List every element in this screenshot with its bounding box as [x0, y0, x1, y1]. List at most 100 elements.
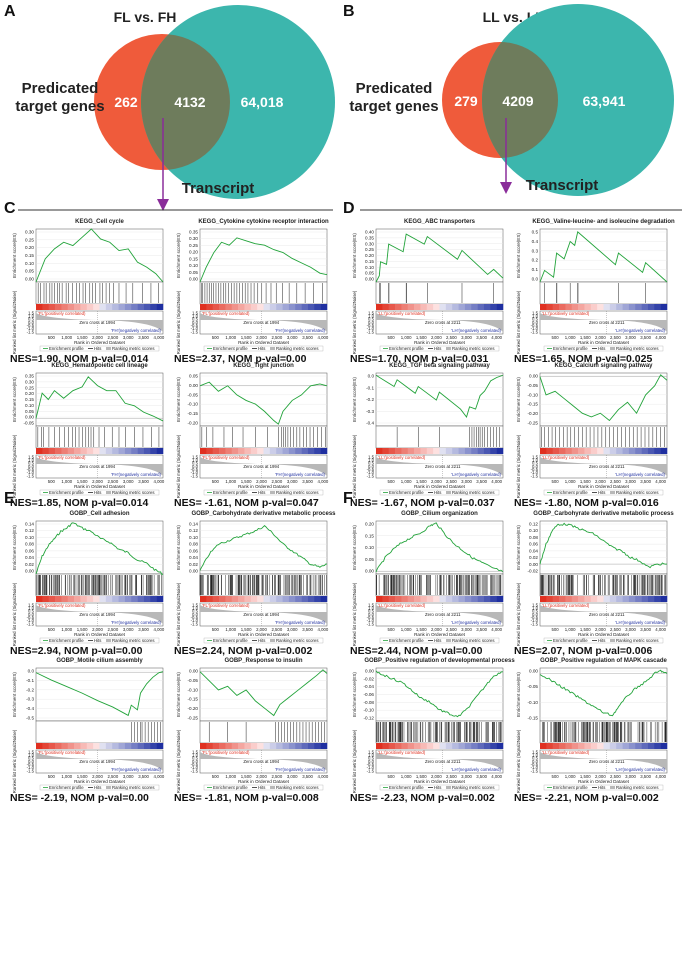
ranked-list-bar-segment — [565, 448, 573, 454]
ranked-list-bar-segment — [603, 448, 611, 454]
legend-item: Hits — [258, 638, 265, 643]
x-tick-label: 500 — [212, 627, 220, 632]
ranked-list-bar-segment — [401, 304, 409, 310]
enrichment-profile-line — [35, 671, 164, 717]
x-tick-label: 1,500 — [241, 479, 252, 484]
ranked-list-bar-segment — [80, 304, 88, 310]
ranked-list-bar-segment — [307, 448, 315, 454]
metric-tick-label: 1.5 — [532, 310, 539, 315]
positive-correlation-label: 'FL'(positively correlated) — [38, 603, 86, 608]
x-tick-label: 2,000 — [256, 627, 267, 632]
ranked-list-bar-segment — [496, 743, 504, 749]
metric-tick-label: -0.5 — [27, 467, 35, 472]
chart-title: GOBP_Cell adhesion — [69, 511, 129, 517]
es-plot-frame — [199, 372, 328, 427]
x-tick-label: 500 — [552, 335, 560, 340]
ranked-list-bar-segment — [295, 596, 302, 602]
ranked-list-bar-segment — [206, 448, 213, 454]
y-tick-label: -0.25 — [188, 716, 199, 721]
metric-tick-label: -1.0 — [531, 765, 539, 770]
metric-tick-label: 0.0 — [368, 612, 375, 617]
metric-axis-label: Ranked list metric (Signal2Noise) — [352, 582, 357, 646]
chart-title: KEGG_Valine-leucine- and isoleucine degr… — [532, 219, 675, 225]
ranked-list-bar-segment — [55, 596, 62, 602]
ranked-list-bar-segment — [112, 743, 119, 749]
legend-item: Hits — [94, 346, 101, 351]
gsea-chart: GOBP_Cell adhesion 0.140.12 0.10 0.080.06 0.… — [10, 511, 165, 657]
ranked-list-bar-segment — [42, 304, 49, 310]
x-tick-label: 2,000 — [431, 774, 442, 779]
ranked-list-bar-segment — [118, 448, 126, 454]
metric-area — [540, 605, 667, 624]
y-tick-label: 0.05 — [189, 270, 198, 275]
y-tick-label: -0.05 — [528, 383, 539, 388]
x-tick-label: 3,500 — [476, 335, 487, 340]
ranked-list-bar-segment — [420, 743, 428, 749]
x-tick-label: 2,500 — [271, 627, 282, 632]
metric-tick-label: -1.5 — [191, 621, 199, 626]
x-tick-label: 1,500 — [416, 479, 427, 484]
ranked-list-bar-segment — [282, 448, 290, 454]
x-tick-label: 1,000 — [565, 335, 576, 340]
legend: Enrichment profile Hits Ranking metric sco… — [39, 637, 160, 644]
x-tick-label: 500 — [388, 774, 396, 779]
panel-label-d: D — [343, 200, 355, 217]
x-tick-label: 2,000 — [92, 627, 103, 632]
positive-correlation-label: 'FL'(positively correlated) — [202, 311, 250, 316]
positive-correlation-label: 'LL'(positively correlated) — [542, 455, 590, 460]
ranked-list-bar-segment — [212, 448, 220, 454]
ranked-list-bar-segment — [61, 596, 69, 602]
ranked-list-bar-segment — [67, 304, 75, 310]
metric-tick-label: -1.5 — [367, 621, 375, 626]
ranked-list-bar-segment — [452, 743, 459, 749]
ranked-list-bar-segment — [609, 448, 617, 454]
legend: Enrichment profile Hits Ranking metric sco… — [379, 637, 500, 644]
y-tick-label: 0.15 — [365, 259, 374, 264]
positive-correlation-label: 'LL'(positively correlated) — [542, 603, 590, 608]
metric-axis-label: Ranked list metric (Signal2Noise) — [176, 582, 181, 646]
ranked-list-bar-segment — [452, 596, 459, 602]
x-tick-label: 3,500 — [138, 479, 149, 484]
x-tick-label: 1,500 — [580, 335, 591, 340]
x-axis-label: Rank in Ordered Dataset — [74, 632, 126, 637]
ranked-list-bar-segment — [414, 743, 421, 749]
ranked-list-bar-segment — [477, 743, 485, 749]
ranked-list-bar-segment — [42, 448, 49, 454]
venn-overlap — [482, 42, 558, 158]
ranked-list-bar-segment — [439, 448, 447, 454]
x-tick-label: 3,000 — [123, 627, 134, 632]
metric-tick-label: 1.0 — [192, 313, 199, 318]
ranked-list-bar-segment — [616, 596, 623, 602]
ranked-list-bar-segment — [124, 448, 132, 454]
x-tick-label: 1,000 — [61, 335, 72, 340]
metric-area — [376, 752, 503, 771]
y-tick-label: 0.0 — [532, 277, 539, 282]
ranked-list-bar-segment — [647, 304, 655, 310]
venn-left-label-2: target genes — [15, 98, 104, 115]
y-tick-label: 0.02 — [189, 562, 198, 567]
nes-stats: NES=2.44, NOM p-val=0.00 — [350, 645, 483, 657]
ranked-list-bar-segment — [540, 448, 547, 454]
y-tick-label: 0.00 — [189, 277, 198, 282]
ranked-list-bar-segment — [464, 743, 472, 749]
metric-tick-label: 0.5 — [368, 317, 375, 322]
ranked-list-bar-segment — [282, 304, 290, 310]
ranked-list-bar-segment — [628, 304, 636, 310]
ranked-list-bar-segment — [395, 304, 402, 310]
nes-stats: NES=1.65, NOM p-val=0.025 — [514, 353, 652, 365]
x-tick-label: 3,000 — [625, 335, 636, 340]
y-tick-label: 0.04 — [25, 555, 34, 560]
y-tick-label: 0.00 — [25, 415, 34, 420]
y-tick-label: -0.3 — [366, 409, 374, 414]
metric-tick-label: 0.0 — [28, 464, 35, 469]
legend-swatch — [446, 639, 451, 642]
metric-tick-label: 0.0 — [192, 759, 199, 764]
chart-title: GOBP_Positive regulation of MAPK cascade — [540, 658, 667, 664]
ranked-list-bar-segment — [36, 448, 43, 454]
legend-box — [203, 345, 324, 352]
ranked-list-bar-segment — [61, 743, 69, 749]
ranked-list-bar-segment — [584, 448, 592, 454]
gsea-chart: KEGG_Cytokine cytokine receptor interact… — [174, 219, 329, 365]
x-tick-label: 2,500 — [610, 774, 621, 779]
hits-frame — [199, 281, 328, 305]
